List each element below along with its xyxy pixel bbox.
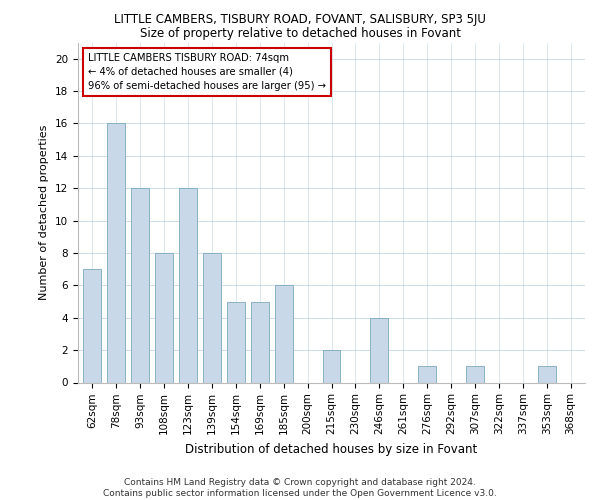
Bar bbox=[83, 269, 101, 382]
Bar bbox=[538, 366, 556, 382]
Bar bbox=[179, 188, 197, 382]
Bar bbox=[466, 366, 484, 382]
Y-axis label: Number of detached properties: Number of detached properties bbox=[40, 125, 49, 300]
Bar bbox=[370, 318, 388, 382]
X-axis label: Distribution of detached houses by size in Fovant: Distribution of detached houses by size … bbox=[185, 442, 478, 456]
Bar bbox=[107, 124, 125, 382]
Bar bbox=[323, 350, 340, 382]
Bar bbox=[418, 366, 436, 382]
Bar bbox=[227, 302, 245, 382]
Text: Size of property relative to detached houses in Fovant: Size of property relative to detached ho… bbox=[139, 26, 461, 40]
Text: LITTLE CAMBERS, TISBURY ROAD, FOVANT, SALISBURY, SP3 5JU: LITTLE CAMBERS, TISBURY ROAD, FOVANT, SA… bbox=[114, 12, 486, 26]
Bar bbox=[275, 286, 293, 382]
Text: LITTLE CAMBERS TISBURY ROAD: 74sqm
← 4% of detached houses are smaller (4)
96% o: LITTLE CAMBERS TISBURY ROAD: 74sqm ← 4% … bbox=[88, 52, 326, 90]
Bar bbox=[251, 302, 269, 382]
Bar bbox=[203, 253, 221, 382]
Bar bbox=[155, 253, 173, 382]
Bar bbox=[131, 188, 149, 382]
Text: Contains HM Land Registry data © Crown copyright and database right 2024.
Contai: Contains HM Land Registry data © Crown c… bbox=[103, 478, 497, 498]
